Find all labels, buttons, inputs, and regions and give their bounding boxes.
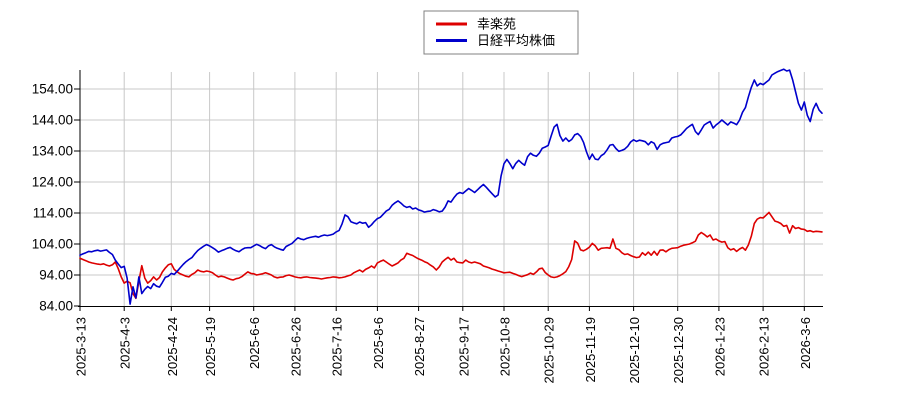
x-tick-label: 2026-1-23 [712,317,727,376]
x-tick-labels: 2025-3-13 2025-4-3 2025-4-24 2025-5-19 2025-… [74,317,813,384]
y-tick-labels: 84.00 94.00 104.00 114.00 124.00 134.00 144.00… [32,82,73,314]
y-tick-label: 104.00 [32,237,73,252]
y-tick-label: 154.00 [32,82,73,97]
x-tick-label: 2025-4-3 [118,317,133,369]
x-tick-label: 2025-3-13 [74,317,89,376]
x-tick-label: 2025-7-16 [330,317,345,376]
x-tick-label: 2025-8-27 [412,317,427,376]
legend-label: 日経平均株価 [477,33,555,48]
gridlines [80,72,823,306]
x-tick-label: 2025-8-6 [371,317,386,369]
series-line-幸楽苑 [79,211,823,300]
x-tick-label: 2025-5-19 [203,317,218,376]
x-tick-label: 2025-12-10 [627,317,642,384]
x-tick-label: 2025-6-6 [247,317,262,369]
series-line-日経平均株価 [79,68,823,305]
legend-label: 幸楽苑 [477,17,516,32]
legend-box [423,10,579,55]
legend-item: 日経平均株価 [436,33,555,48]
axes [74,70,823,311]
y-tick-label: 84.00 [39,299,73,314]
x-tick-label: 2025-4-24 [165,317,180,376]
y-tick-label: 124.00 [32,175,73,190]
x-tick-label: 2025-9-17 [456,317,471,376]
legend-item: 幸楽苑 [436,17,516,32]
x-tick-label: 2025-11-19 [583,317,598,383]
x-tick-label: 2025-6-26 [288,317,303,376]
y-tick-label: 94.00 [39,268,73,283]
x-tick-label: 2026-3-6 [798,317,813,369]
y-tick-label: 144.00 [32,113,73,128]
y-tick-label: 114.00 [33,206,73,221]
x-tick-label: 2025-10-29 [542,317,557,384]
x-tick-label: 2025-12-30 [671,317,686,384]
x-tick-label: 2026-2-13 [757,317,772,376]
x-tick-label: 2025-10-8 [498,317,513,376]
y-tick-label: 134.00 [32,144,73,159]
